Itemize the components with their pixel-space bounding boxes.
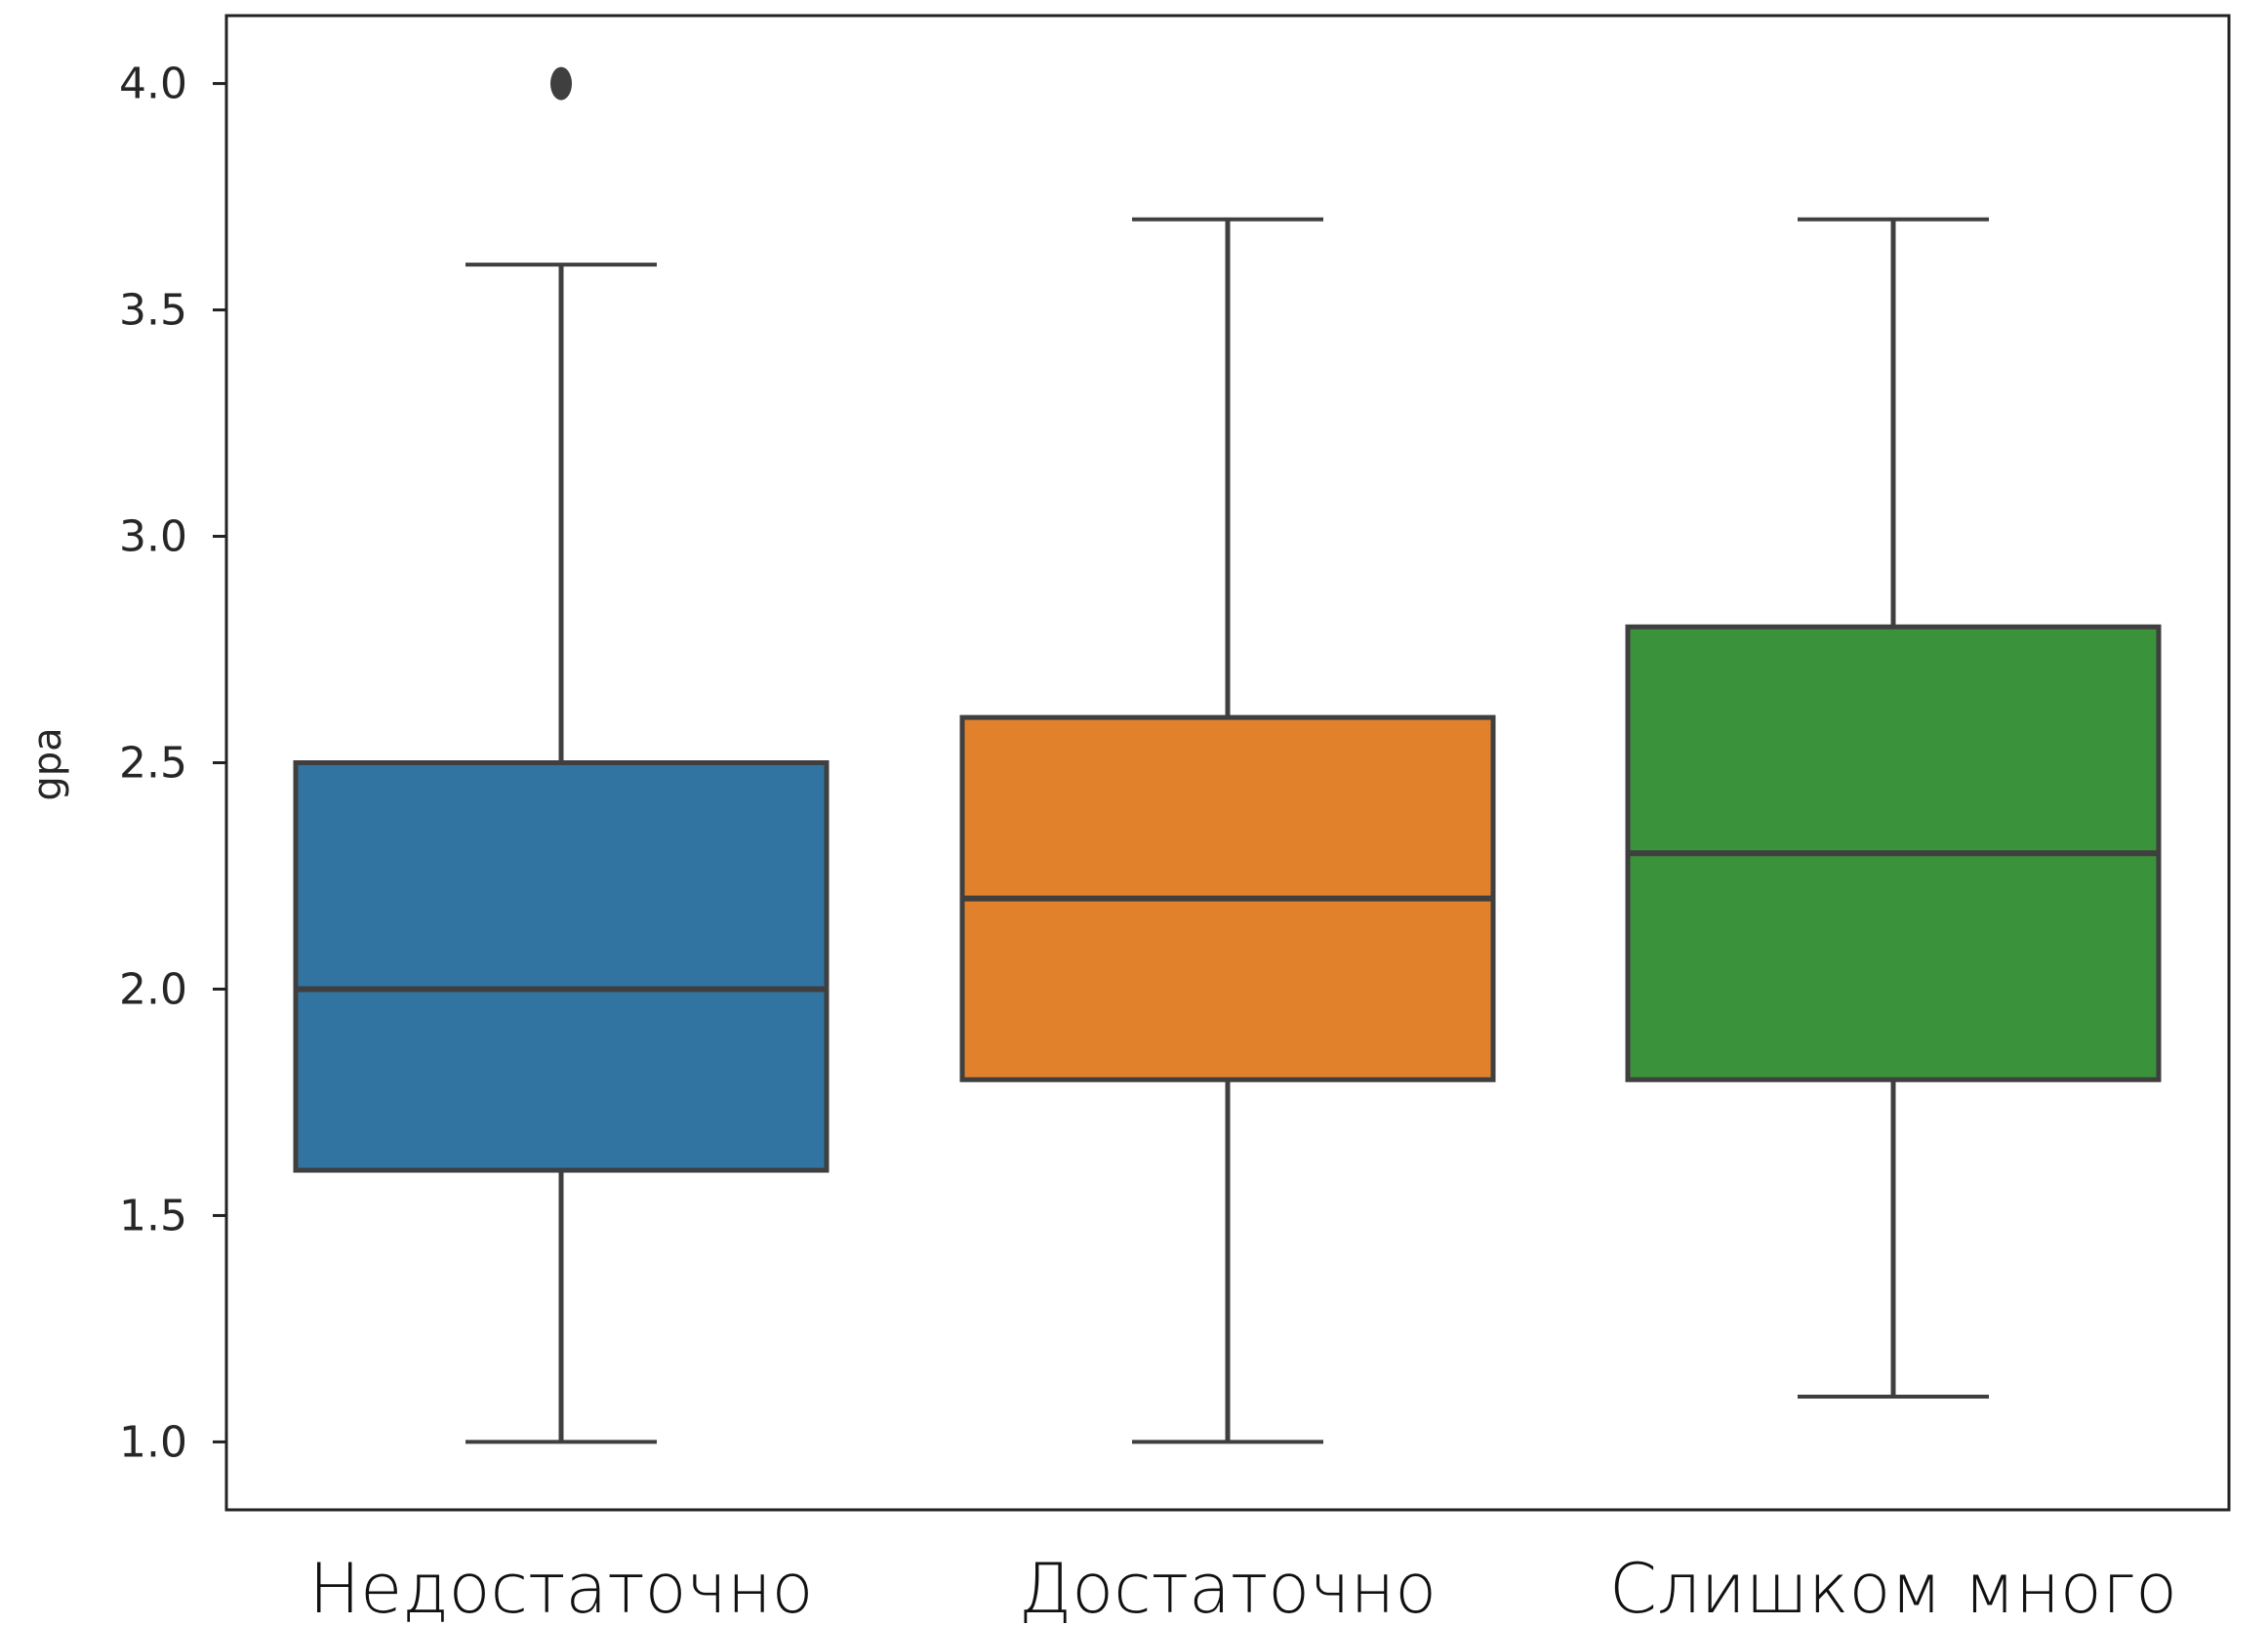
y-tick-label: 3.5 (119, 286, 187, 336)
y-tick-label: 1.5 (119, 1191, 187, 1240)
y-axis-ticks: 1.0 1.5 2.0 2.5 3.0 3.5 4.0 (119, 60, 226, 1467)
x-axis-tick-labels: Недостаточно Достаточно Слишком много (309, 1549, 2177, 1625)
box-3 (1625, 217, 2162, 1400)
y-tick-label: 2.0 (119, 964, 187, 1014)
x-tick-label: Слишком много (1609, 1549, 2177, 1625)
x-tick-label: Достаточно (1019, 1549, 1437, 1625)
x-tick-label: Недостаточно (309, 1549, 814, 1625)
box-series (293, 66, 2162, 1444)
y-tick-label: 2.5 (119, 739, 187, 789)
y-tick-label: 3.0 (119, 512, 187, 562)
box-1 (293, 66, 830, 1444)
iqr-box (293, 760, 830, 1173)
box-2 (959, 217, 1496, 1444)
outlier-point (550, 66, 572, 101)
y-axis-label: gpa (25, 727, 70, 800)
y-tick-label: 1.0 (119, 1417, 187, 1467)
y-tick-label: 4.0 (119, 60, 187, 109)
